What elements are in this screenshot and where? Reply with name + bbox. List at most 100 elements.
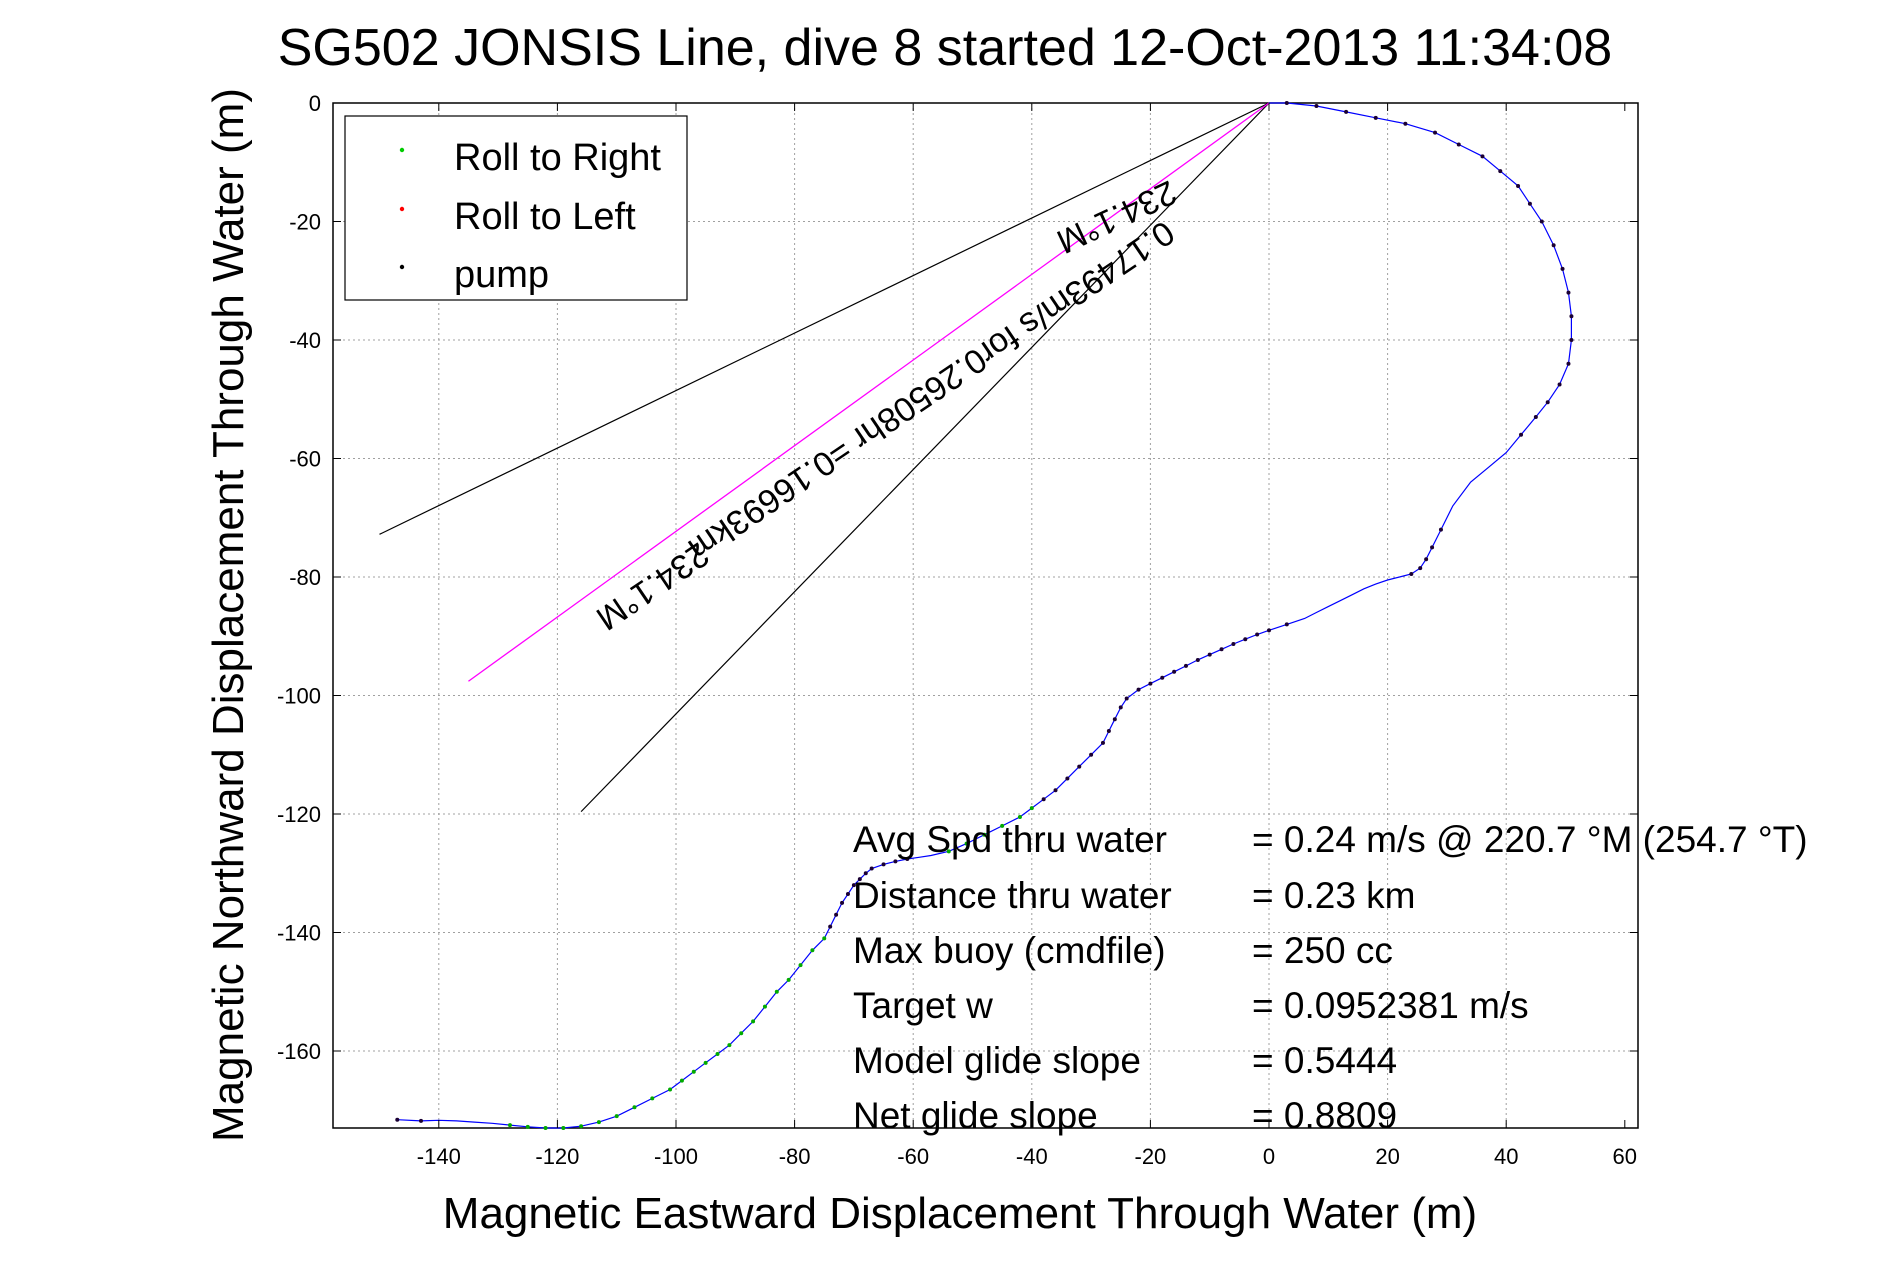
track-point-pump xyxy=(1172,669,1177,674)
summary-label-avg-speed: Avg Spd thru water xyxy=(853,819,1167,860)
track-point-pump xyxy=(869,866,874,871)
wedge-line xyxy=(580,102,1270,813)
track-point-right xyxy=(964,841,969,846)
track-point-pump xyxy=(1418,566,1423,571)
track-point-pump xyxy=(1118,705,1123,710)
track-point-pump xyxy=(1569,314,1574,319)
x-tick-label: 0 xyxy=(1263,1144,1275,1169)
summary-value-avg-speed: = 0.24 m/s @ 220.7 °M (254.7 °T) xyxy=(1252,819,1808,860)
track-point-right xyxy=(632,1105,637,1110)
track-point-right xyxy=(525,1124,530,1129)
track-point-pump xyxy=(1183,663,1188,668)
y-tick-label: -100 xyxy=(277,684,321,709)
track-point-pump xyxy=(1438,527,1443,532)
track-point-right xyxy=(715,1051,720,1056)
track-point-pump xyxy=(1112,717,1117,722)
summary-label-target-w: Target w xyxy=(853,985,993,1026)
x-tick-label: -40 xyxy=(1016,1144,1048,1169)
track-point-pump xyxy=(1089,752,1094,757)
summary-label-net-glide: Net glide slope xyxy=(853,1095,1098,1136)
track-point-pump xyxy=(1148,681,1153,686)
track-point-right xyxy=(596,1120,601,1125)
track-point-right xyxy=(822,936,827,941)
track-point-right xyxy=(1000,823,1005,828)
track-point-pump xyxy=(828,924,833,929)
track-point-pump xyxy=(1207,652,1212,657)
heading-wedge xyxy=(379,102,1270,813)
track-point-pump xyxy=(881,862,886,867)
track-point-pump xyxy=(1566,361,1571,366)
track-point-pump xyxy=(1314,103,1319,108)
track-point-pump xyxy=(1195,657,1200,662)
track-point-pump xyxy=(1516,183,1521,188)
track-point-right xyxy=(614,1114,619,1119)
y-tick-label: -140 xyxy=(277,921,321,946)
track-point-right xyxy=(810,948,815,953)
track-point-right xyxy=(703,1060,708,1065)
track-point-pump xyxy=(1569,338,1574,342)
track-point-right xyxy=(739,1031,744,1036)
track-point-pump xyxy=(1430,545,1435,550)
summary-value-distance: = 0.23 km xyxy=(1252,875,1416,916)
track-point-pump xyxy=(1409,572,1414,577)
track-point-right xyxy=(561,1126,566,1131)
dive-summary: Avg Spd thru water = 0.24 m/s @ 220.7 °M… xyxy=(853,819,1808,1136)
axis-ticks: -140 -120 -100 -80 -60 -40 -20 0 20 40 60 0 -20 -40 -6… xyxy=(277,91,1638,1169)
track-point-pump xyxy=(863,871,868,876)
x-tick-label: -100 xyxy=(654,1144,698,1169)
track-point-right xyxy=(507,1123,512,1128)
track-point-pump xyxy=(1456,142,1461,147)
summary-label-model-glide: Model glide slope xyxy=(853,1040,1141,1081)
track-point-pump xyxy=(1100,740,1105,745)
track-point-pump xyxy=(1527,201,1532,206)
track-point-pump xyxy=(1160,675,1165,680)
y-axis-label: Magnetic Northward Displacement Through … xyxy=(204,88,253,1142)
legend-label-roll-right: Roll to Right xyxy=(454,137,661,179)
track-point-right xyxy=(774,989,779,994)
track-point-pump xyxy=(1077,764,1082,769)
track-point-pump xyxy=(893,859,898,864)
summary-label-max-buoy: Max buoy (cmdfile) xyxy=(853,930,1166,971)
chart-title: SG502 JONSIS Line, dive 8 started 12-Oct… xyxy=(278,19,1612,77)
y-tick-label: -80 xyxy=(289,565,321,590)
track-point-right xyxy=(751,1019,756,1024)
x-tick-label: 40 xyxy=(1494,1144,1518,1169)
y-tick-label: -120 xyxy=(277,802,321,827)
track-point-pump xyxy=(1373,115,1378,120)
track-point-pump xyxy=(1519,432,1524,437)
track-point-right xyxy=(679,1078,684,1083)
summary-value-target-w: = 0.0952381 m/s xyxy=(1252,985,1529,1026)
track-point-right xyxy=(798,963,803,968)
x-axis-label: Magnetic Eastward Displacement Through W… xyxy=(443,1189,1477,1238)
y-tick-label: -20 xyxy=(289,210,321,235)
y-tick-label: 0 xyxy=(309,91,321,116)
track-point-pump xyxy=(1136,687,1141,692)
legend-marker-roll-right xyxy=(399,147,405,153)
track-line xyxy=(397,102,1573,1129)
x-tick-label: -120 xyxy=(535,1144,579,1169)
summary-value-net-glide: = 0.8809 xyxy=(1252,1095,1397,1136)
legend-label-roll-left: Roll to Left xyxy=(454,196,636,238)
heading-line xyxy=(468,102,1270,682)
x-tick-label: -140 xyxy=(417,1144,461,1169)
track-point-pump xyxy=(1284,101,1289,105)
x-tick-label: -20 xyxy=(1135,1144,1167,1169)
legend-marker-roll-left xyxy=(399,206,405,212)
summary-label-distance: Distance thru water xyxy=(853,875,1172,916)
track-point-right xyxy=(982,832,987,837)
track-point-pump xyxy=(1267,628,1271,633)
track-markers xyxy=(395,101,1574,1131)
x-tick-label: -80 xyxy=(779,1144,811,1169)
track-point-right xyxy=(691,1069,696,1074)
legend-marker-pump xyxy=(399,264,405,270)
legend-label-pump: pump xyxy=(454,254,549,296)
y-tick-label: -40 xyxy=(289,328,321,353)
track-point-pump xyxy=(1480,154,1485,159)
track-point-pump xyxy=(1424,557,1429,562)
track-point-right xyxy=(946,849,951,854)
y-tick-label: -160 xyxy=(277,1039,321,1064)
track-point-pump xyxy=(1041,797,1046,802)
track-point-pump xyxy=(1433,130,1438,135)
heading-line-segment xyxy=(468,102,1270,682)
